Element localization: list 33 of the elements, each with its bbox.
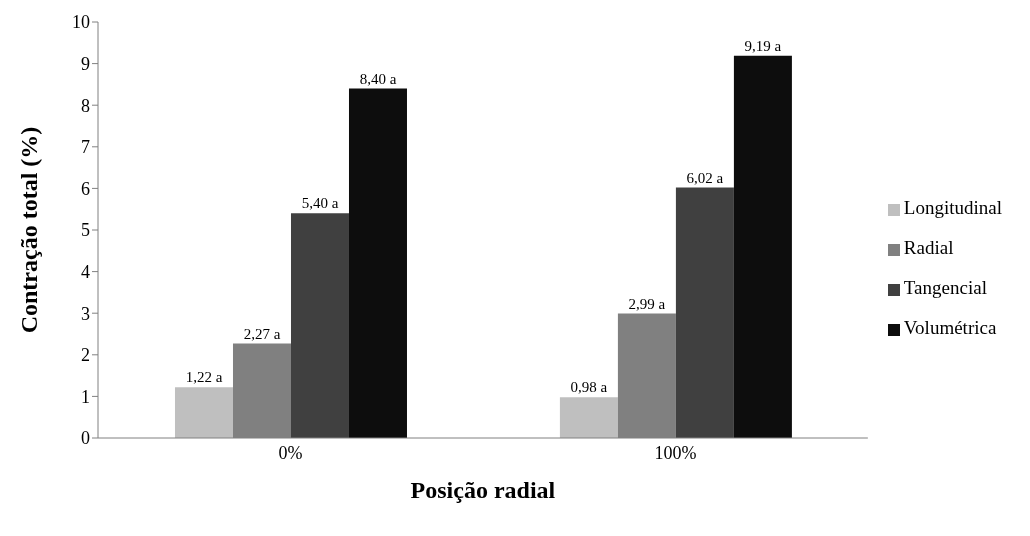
- y-tick-label: 4: [81, 261, 90, 282]
- y-tick-label: 10: [72, 12, 90, 33]
- data-label: 2,27 a: [243, 325, 281, 342]
- data-label: 8,40 a: [359, 70, 397, 87]
- y-tick-label: 5: [81, 220, 90, 241]
- x-axis-title: Posição radial: [410, 477, 556, 503]
- bar: [559, 397, 618, 438]
- legend-label: Radial: [903, 237, 954, 258]
- y-tick-label: 0: [81, 428, 90, 449]
- y-tick-label: 7: [81, 137, 90, 158]
- x-tick-label: 100%: [654, 442, 697, 463]
- y-tick-label: 3: [81, 303, 90, 324]
- y-tick-label: 2: [81, 345, 90, 366]
- y-tick-label: 1: [81, 386, 90, 407]
- data-label: 2,99 a: [628, 295, 666, 312]
- x-tick-label: 0%: [278, 442, 303, 463]
- y-axis-title: Contração total (%): [15, 126, 42, 334]
- data-label: 5,40 a: [301, 195, 339, 212]
- legend-label: Tangencial: [903, 277, 987, 298]
- legend-label: Longitudinal: [903, 197, 1002, 218]
- bar: [290, 213, 349, 438]
- legend-label: Volumétrica: [903, 317, 997, 338]
- y-tick-label: 6: [81, 178, 90, 199]
- bar: [348, 88, 407, 438]
- data-label: 6,02 a: [686, 169, 724, 186]
- y-tick-label: 9: [81, 53, 90, 74]
- bar: [675, 187, 734, 438]
- data-label: 9,19 a: [744, 37, 782, 54]
- data-label: 0,98 a: [570, 379, 608, 396]
- bar: [733, 55, 792, 438]
- bar: [174, 387, 233, 438]
- y-tick-label: 8: [81, 95, 90, 116]
- data-label: 1,22 a: [185, 369, 223, 386]
